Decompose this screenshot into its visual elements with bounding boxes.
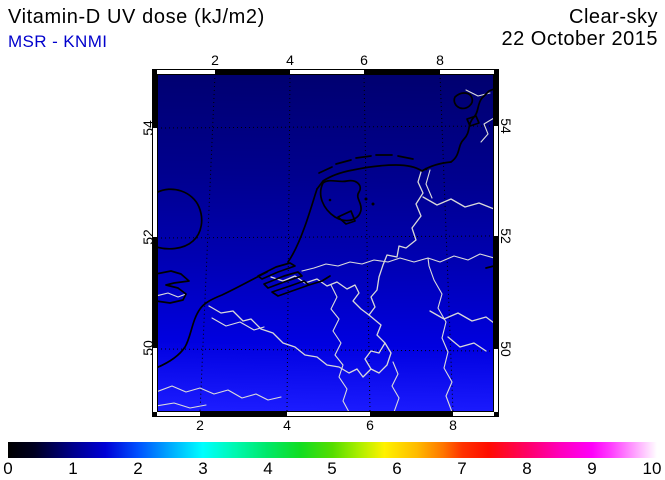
colorbar-tick-5: 5 [327,459,337,478]
rivers [157,89,494,412]
colorbar-tick-4: 4 [263,459,273,478]
lon-tick-top-4: 4 [286,52,294,68]
page-title: Vitamin-D UV dose (kJ/m2) [8,6,265,28]
lon-tick-top-2: 2 [211,52,219,68]
graticule-gridlines [157,74,494,412]
lat-tick-right-50: 50 [498,341,514,357]
lon-tick-bottom-8: 8 [449,417,457,433]
lat-tick-left-54: 54 [140,120,156,136]
lat-tick-left-50: 50 [140,340,156,356]
lon-tick-bottom-4: 4 [283,417,291,433]
colorbar-tick-9: 9 [587,459,597,478]
colorbar [8,442,657,458]
colorbar-tick-0: 0 [3,459,13,478]
small-islands [328,167,428,206]
uv-dose-field [157,74,494,412]
coastlines [157,88,494,369]
colorbar-tick-10: 10 [642,459,662,478]
colorbar-tick-3: 3 [198,459,208,478]
colorbar-tick-7: 7 [457,459,467,478]
colorbar-tick-2: 2 [133,459,143,478]
lon-tick-bottom-6: 6 [366,417,374,433]
colorbar-tick-8: 8 [522,459,532,478]
condition-label: Clear-sky [569,6,658,28]
country-borders [208,171,494,378]
source-label: MSR - KNMI [8,32,108,51]
date-label: 22 October 2015 [501,28,658,50]
lat-tick-left-52: 52 [140,229,156,245]
map-frame [152,69,499,417]
lon-tick-top-8: 8 [436,52,444,68]
lat-tick-right-54: 54 [498,118,514,134]
lon-tick-bottom-2: 2 [196,417,204,433]
lat-tick-right-52: 52 [498,228,514,244]
lon-tick-top-6: 6 [360,52,368,68]
colorbar-tick-1: 1 [68,459,78,478]
colorbar-tick-6: 6 [392,459,402,478]
